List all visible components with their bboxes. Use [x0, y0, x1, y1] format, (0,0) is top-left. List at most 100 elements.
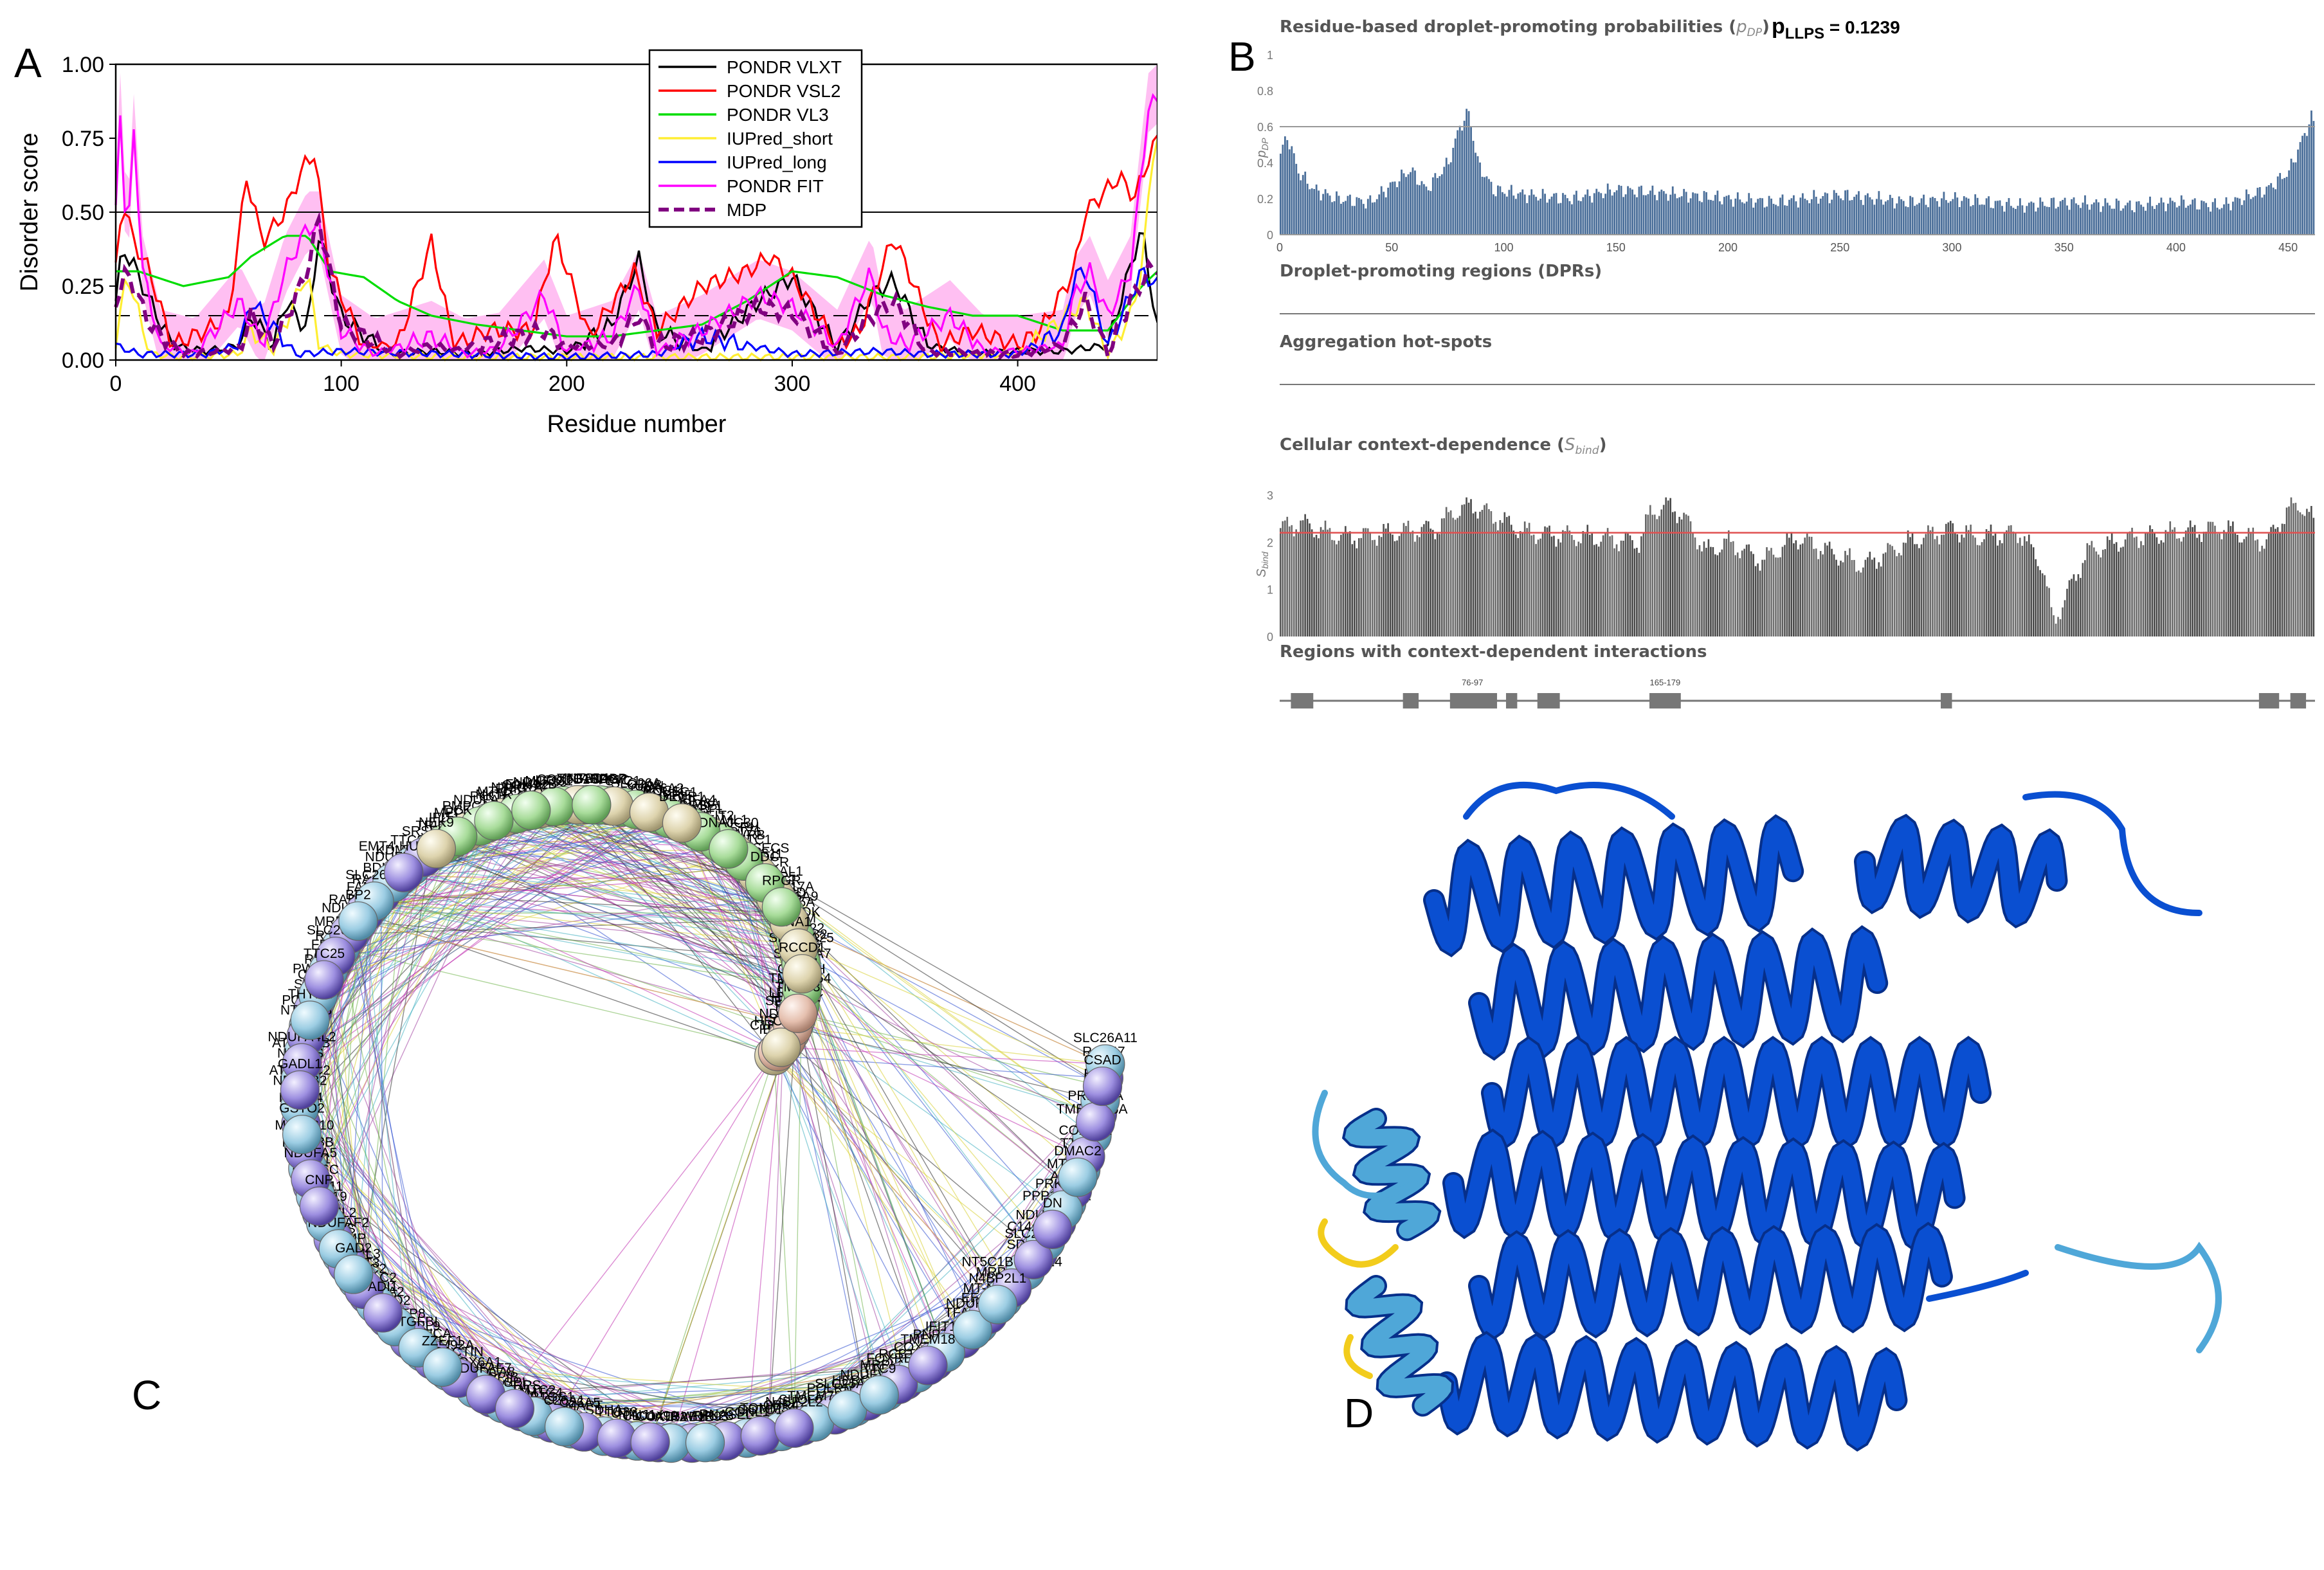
network-node[interactable]: N4BP2L1	[968, 1271, 1026, 1324]
network-node[interactable]: DNAJC30	[698, 815, 759, 869]
pdp-bar	[1618, 185, 1620, 235]
pdp-bar	[1799, 197, 1802, 235]
network-node[interactable]: RPGR	[761, 874, 801, 927]
sbind-bar	[1517, 537, 1520, 636]
sbind-bar	[1689, 521, 1692, 636]
sbind-bar	[2158, 543, 2160, 636]
pdp-bar	[1698, 201, 1701, 235]
network-node[interactable]: FAM92B	[505, 777, 558, 830]
network-node[interactable]: TTC25	[304, 946, 345, 1000]
sbind-bar	[1835, 559, 1837, 636]
pdp-bar	[2028, 203, 2030, 235]
sbind-bar	[1362, 528, 1365, 636]
legend-label: IUPred_long	[727, 152, 827, 172]
pdp-bar	[1905, 206, 1907, 235]
network-node[interactable]: C26A1	[543, 1393, 585, 1447]
pdp-bar	[1320, 200, 1322, 235]
pdp-bar	[1349, 194, 1351, 235]
pdp-bar	[1362, 204, 1365, 235]
network-node[interactable]: N4BP2L2	[765, 1394, 823, 1448]
network-node[interactable]: ADI1	[363, 1279, 403, 1333]
sbind-bar	[1819, 551, 1822, 636]
network-node[interactable]: NKTR	[474, 788, 514, 841]
sbind-bar	[2249, 532, 2252, 636]
pdp-bar	[2171, 201, 2174, 235]
pdp-bar	[2210, 212, 2211, 235]
pdp-y-tick: 0	[1267, 229, 1273, 242]
network-node[interactable]: DMAC2	[1054, 1144, 1102, 1197]
network-node[interactable]: RCCD1	[779, 941, 825, 994]
network-node[interactable]: SPI	[495, 1375, 534, 1429]
network-node[interactable]: CSAD	[1082, 1053, 1123, 1106]
network-node[interactable]: BP2	[338, 888, 378, 941]
sbind-bar	[1329, 528, 1331, 636]
sbind-bar	[1521, 532, 1523, 636]
sbind-bar	[1472, 513, 1475, 636]
sbind-bar	[1909, 537, 1911, 636]
loop	[1463, 782, 1675, 820]
pdp-bar	[2151, 206, 2154, 235]
pdp-bar	[2010, 206, 2012, 235]
pdp-bar	[1475, 152, 1476, 235]
network-node[interactable]: NEK9	[416, 815, 457, 869]
sbind-bar	[1428, 521, 1430, 636]
pdp-bar	[1512, 195, 1515, 235]
pdp-bar	[1871, 199, 1873, 235]
node-label: GSTO1	[738, 1402, 783, 1417]
pdp-bar	[1893, 208, 1896, 235]
pdp-bar	[1936, 201, 1938, 235]
pdp-bar	[1535, 197, 1538, 235]
pdp-bar	[1329, 195, 1331, 235]
network-node[interactable]: TTC32	[596, 1405, 637, 1458]
pdp-bar	[1694, 193, 1696, 235]
sbind-bar	[1914, 544, 1916, 636]
pdp-bar	[1974, 194, 1977, 235]
network-node[interactable]: GADL1	[278, 1056, 322, 1110]
network-node[interactable]: GAD1	[572, 771, 612, 825]
sbind-bar	[1705, 548, 1707, 636]
pdp-bar	[1994, 201, 1997, 235]
pdp-bar	[1781, 194, 1784, 235]
network-node[interactable]: DN	[1033, 1196, 1073, 1249]
network-node[interactable]: DECR1	[659, 790, 705, 843]
pdp-bar	[2285, 177, 2288, 235]
network-node[interactable]: GSTO1	[738, 1402, 783, 1456]
pdp-bar	[2290, 158, 2292, 235]
pdp-bar	[2294, 162, 2297, 235]
sbind-bar	[1716, 555, 1719, 636]
pdp-bar	[1302, 175, 1304, 235]
node-label: RCCD1	[779, 941, 825, 955]
pdp-bar	[1521, 189, 1524, 235]
pdp-y-tick: 0.2	[1257, 193, 1273, 206]
sbind-bar	[1384, 528, 1387, 636]
pdp-bar	[2270, 183, 2273, 235]
pdp-bar	[2149, 196, 2151, 235]
pdp-bar	[2026, 206, 2028, 235]
x-tick-label: 400	[999, 372, 1036, 396]
network-node[interactable]: GAD2	[334, 1241, 374, 1294]
pdp-bar	[1775, 204, 1777, 235]
sbind-bar	[2211, 521, 2214, 636]
pdp-bar	[1485, 176, 1488, 235]
pdp-bar	[1947, 203, 1950, 235]
sbind-bar	[2256, 539, 2259, 636]
network-node[interactable]: DUFAF7	[460, 1361, 512, 1414]
network-node[interactable]: TMEM18	[900, 1332, 956, 1385]
pdp-bar	[1430, 191, 1432, 235]
network-node[interactable]: ZZEF1	[422, 1334, 463, 1387]
pdp-bar	[2193, 198, 2196, 235]
pdp-bar	[1566, 198, 1568, 235]
pdp-bar	[1701, 202, 1703, 235]
pdp-bar	[2299, 141, 2301, 235]
sbind-bar	[2039, 570, 2041, 636]
network-node[interactable]: CNP	[299, 1173, 339, 1226]
sbind-bar	[1508, 516, 1511, 636]
pdp-bar	[1609, 189, 1611, 235]
sbind-bar	[1434, 539, 1437, 636]
network-node[interactable]: WDR93	[682, 1409, 729, 1463]
network-node[interactable]: C10orf99	[622, 1409, 678, 1462]
network-node[interactable]: TTC9	[859, 1362, 899, 1415]
pdp-bar	[1696, 194, 1698, 235]
node-label: FAM92B	[505, 777, 558, 791]
loop	[2022, 791, 2202, 916]
